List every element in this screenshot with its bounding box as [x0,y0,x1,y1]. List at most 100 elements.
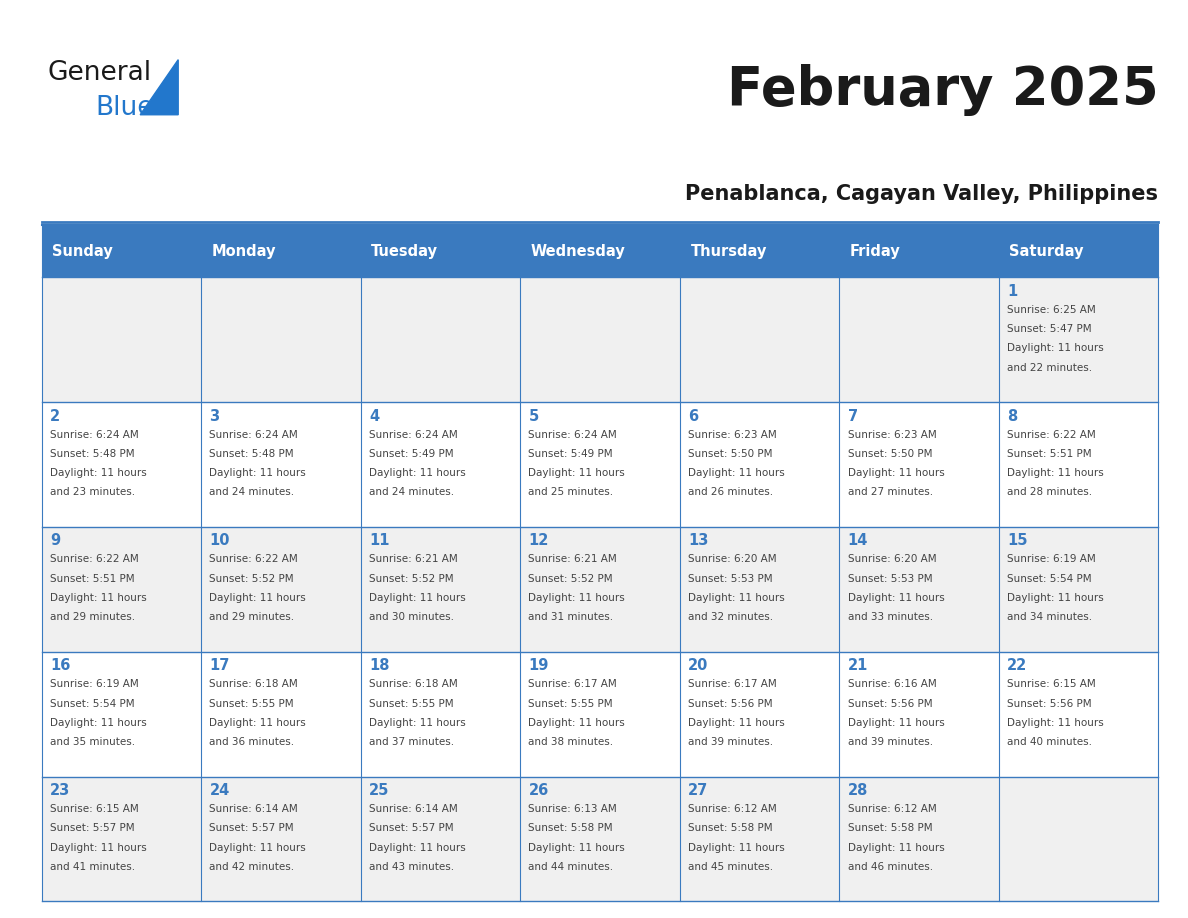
Text: Sunrise: 6:15 AM: Sunrise: 6:15 AM [1007,679,1095,689]
Text: 25: 25 [369,783,390,798]
Bar [42,652,201,777]
Text: 22: 22 [1007,658,1028,673]
Text: Sunset: 5:54 PM: Sunset: 5:54 PM [1007,574,1092,584]
Text: Daylight: 11 hours: Daylight: 11 hours [688,843,785,853]
Bar [201,225,361,277]
Bar [839,527,999,652]
Text: and 39 minutes.: and 39 minutes. [847,737,933,747]
Text: Daylight: 11 hours: Daylight: 11 hours [50,593,146,603]
Text: Sunset: 5:52 PM: Sunset: 5:52 PM [369,574,454,584]
Text: Daylight: 11 hours: Daylight: 11 hours [1007,343,1104,353]
Text: Sunrise: 6:16 AM: Sunrise: 6:16 AM [847,679,936,689]
Text: Sunset: 5:55 PM: Sunset: 5:55 PM [529,699,613,709]
Text: Sunset: 5:50 PM: Sunset: 5:50 PM [688,449,772,459]
Text: Friday: Friday [849,243,901,259]
Text: Sunrise: 6:13 AM: Sunrise: 6:13 AM [529,804,618,814]
Text: Sunrise: 6:22 AM: Sunrise: 6:22 AM [209,554,298,565]
Text: Sunrise: 6:17 AM: Sunrise: 6:17 AM [688,679,777,689]
Text: and 24 minutes.: and 24 minutes. [369,487,454,498]
Text: Sunset: 5:58 PM: Sunset: 5:58 PM [847,823,933,834]
Bar [201,402,361,527]
Text: and 33 minutes.: and 33 minutes. [847,612,933,622]
Text: Sunset: 5:48 PM: Sunset: 5:48 PM [50,449,134,459]
Text: Sunset: 5:56 PM: Sunset: 5:56 PM [1007,699,1092,709]
Text: Daylight: 11 hours: Daylight: 11 hours [1007,468,1104,478]
Text: 7: 7 [847,409,858,423]
Text: Sunrise: 6:20 AM: Sunrise: 6:20 AM [847,554,936,565]
Text: Monday: Monday [211,243,277,259]
Text: and 35 minutes.: and 35 minutes. [50,737,135,747]
Text: Saturday: Saturday [1010,243,1083,259]
Bar [42,277,201,402]
Text: 18: 18 [369,658,390,673]
Text: Tuesday: Tuesday [372,243,438,259]
Text: Sunrise: 6:23 AM: Sunrise: 6:23 AM [847,430,936,440]
Text: Penablanca, Cagayan Valley, Philippines: Penablanca, Cagayan Valley, Philippines [685,184,1158,204]
Text: Sunrise: 6:21 AM: Sunrise: 6:21 AM [369,554,457,565]
Text: and 34 minutes.: and 34 minutes. [1007,612,1092,622]
Text: Daylight: 11 hours: Daylight: 11 hours [50,843,146,853]
Text: 6: 6 [688,409,699,423]
Text: Daylight: 11 hours: Daylight: 11 hours [209,843,307,853]
Text: 4: 4 [369,409,379,423]
Text: Sunday: Sunday [52,243,113,259]
Text: Sunset: 5:50 PM: Sunset: 5:50 PM [847,449,933,459]
Text: Sunrise: 6:14 AM: Sunrise: 6:14 AM [209,804,298,814]
Text: 28: 28 [847,783,868,798]
Bar [361,777,520,901]
Text: Sunrise: 6:12 AM: Sunrise: 6:12 AM [688,804,777,814]
Text: Sunrise: 6:18 AM: Sunrise: 6:18 AM [369,679,457,689]
Text: Sunrise: 6:18 AM: Sunrise: 6:18 AM [209,679,298,689]
Text: 17: 17 [209,658,229,673]
Bar [999,402,1158,527]
Text: Sunset: 5:56 PM: Sunset: 5:56 PM [847,699,933,709]
Bar [361,402,520,527]
Text: and 40 minutes.: and 40 minutes. [1007,737,1092,747]
Text: Wednesday: Wednesday [531,243,626,259]
Text: 12: 12 [529,533,549,548]
Text: Sunrise: 6:22 AM: Sunrise: 6:22 AM [50,554,139,565]
Bar [520,277,680,402]
Text: Sunset: 5:56 PM: Sunset: 5:56 PM [688,699,772,709]
Text: Sunrise: 6:19 AM: Sunrise: 6:19 AM [50,679,139,689]
Text: Sunrise: 6:24 AM: Sunrise: 6:24 AM [529,430,618,440]
Text: and 46 minutes.: and 46 minutes. [847,862,933,872]
Text: Sunset: 5:58 PM: Sunset: 5:58 PM [529,823,613,834]
Text: Sunset: 5:57 PM: Sunset: 5:57 PM [50,823,134,834]
Text: Sunset: 5:53 PM: Sunset: 5:53 PM [688,574,772,584]
Text: Daylight: 11 hours: Daylight: 11 hours [688,718,785,728]
Text: Daylight: 11 hours: Daylight: 11 hours [209,593,307,603]
Text: and 23 minutes.: and 23 minutes. [50,487,135,498]
Text: Daylight: 11 hours: Daylight: 11 hours [1007,718,1104,728]
Text: Sunrise: 6:12 AM: Sunrise: 6:12 AM [847,804,936,814]
Text: and 44 minutes.: and 44 minutes. [529,862,614,872]
Bar [361,277,520,402]
Text: 5: 5 [529,409,538,423]
Text: Daylight: 11 hours: Daylight: 11 hours [369,468,466,478]
Text: Sunrise: 6:23 AM: Sunrise: 6:23 AM [688,430,777,440]
Bar [201,777,361,901]
Text: 16: 16 [50,658,70,673]
Text: Daylight: 11 hours: Daylight: 11 hours [209,468,307,478]
Text: 1: 1 [1007,284,1017,298]
Text: Daylight: 11 hours: Daylight: 11 hours [369,718,466,728]
Bar [839,652,999,777]
Text: Daylight: 11 hours: Daylight: 11 hours [1007,593,1104,603]
Bar [680,225,839,277]
Text: and 38 minutes.: and 38 minutes. [529,737,614,747]
Text: Sunrise: 6:22 AM: Sunrise: 6:22 AM [1007,430,1095,440]
Bar [999,777,1158,901]
Text: 19: 19 [529,658,549,673]
Text: Daylight: 11 hours: Daylight: 11 hours [847,718,944,728]
Text: and 28 minutes.: and 28 minutes. [1007,487,1092,498]
Text: Blue: Blue [95,95,153,120]
Text: and 37 minutes.: and 37 minutes. [369,737,454,747]
Text: Daylight: 11 hours: Daylight: 11 hours [688,593,785,603]
Text: Daylight: 11 hours: Daylight: 11 hours [50,718,146,728]
Bar [42,225,201,277]
Text: 11: 11 [369,533,390,548]
Text: and 36 minutes.: and 36 minutes. [209,737,295,747]
Bar [999,277,1158,402]
Text: and 42 minutes.: and 42 minutes. [209,862,295,872]
Text: 24: 24 [209,783,229,798]
